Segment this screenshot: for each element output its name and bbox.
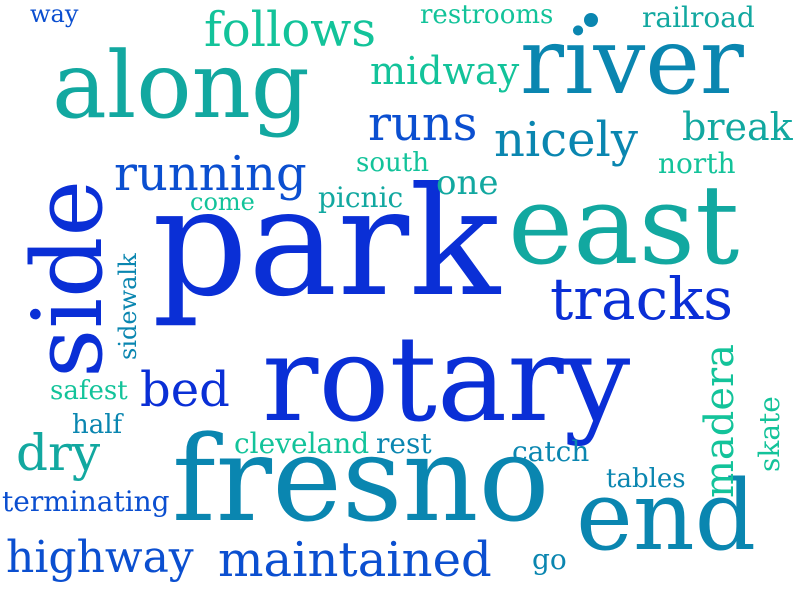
word-half: half [72, 410, 123, 440]
word-railroad: railroad [642, 1, 755, 34]
word-fresno: fresno [172, 410, 550, 548]
word-way: way [30, 0, 79, 28]
word-restrooms: restrooms [420, 0, 554, 30]
word-running: running [114, 146, 307, 202]
word-rest: rest [376, 427, 432, 460]
word-follows: follows [204, 2, 376, 58]
word-sidewalk: sidewalk [114, 253, 142, 360]
word-river: river [520, 8, 744, 115]
word-cleveland: cleveland [234, 427, 370, 460]
word-south: south [356, 148, 429, 178]
word-one: one [436, 163, 499, 203]
word-park: park [152, 156, 501, 330]
word-runs: runs [368, 96, 478, 152]
word-highway: highway [6, 532, 194, 583]
word-terminating: terminating [2, 485, 170, 518]
dot-mark [584, 13, 598, 27]
word-east: east [508, 161, 740, 289]
word-end: end [576, 460, 757, 572]
word-skate: skate [753, 396, 786, 472]
word-midway: midway [370, 49, 520, 93]
word-tables: tables [606, 464, 686, 494]
word-side: side [12, 179, 124, 378]
word-north: north [658, 147, 736, 180]
word-tracks: tracks [550, 265, 734, 333]
word-rotary: rotary [262, 310, 631, 448]
word-come: come [190, 188, 255, 216]
word-break: break [682, 105, 793, 149]
word-nicely: nicely [494, 112, 639, 168]
word-madera: madera [697, 343, 743, 498]
word-picnic: picnic [318, 181, 404, 214]
word-catch: catch [512, 435, 590, 468]
word-bed: bed [140, 362, 230, 418]
word-safest: safest [50, 376, 128, 406]
word-dry: dry [16, 424, 101, 482]
word-go: go [532, 543, 567, 576]
word-maintained: maintained [218, 532, 492, 588]
word-along: along [52, 32, 310, 139]
